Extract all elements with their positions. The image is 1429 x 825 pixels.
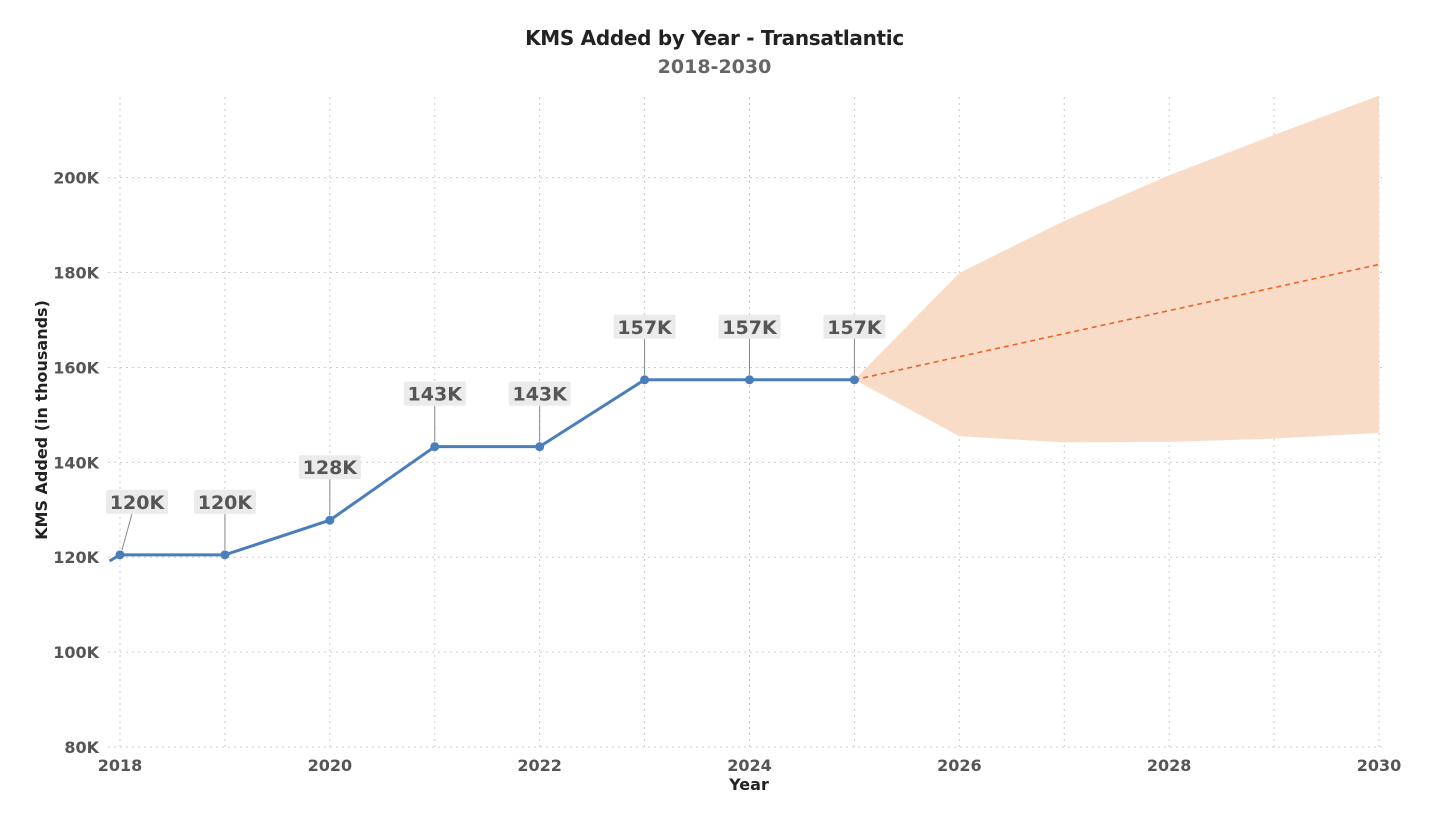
x-tick-label: 2028 bbox=[1147, 756, 1192, 775]
x-tick-label: 2030 bbox=[1357, 756, 1402, 775]
axis-layer: 80K 100K 120K 140K 160K 180K 200K 2018 2020 2022 2… bbox=[32, 169, 1401, 794]
y-tick-label: 80K bbox=[64, 738, 99, 757]
data-label: 157K bbox=[617, 317, 673, 339]
data-point bbox=[220, 550, 230, 560]
actual-series-line bbox=[108, 378, 855, 563]
y-tick-label: 100K bbox=[53, 643, 99, 662]
data-label: 143K bbox=[408, 384, 464, 406]
x-tick-label: 2024 bbox=[727, 756, 772, 775]
data-point bbox=[745, 375, 754, 385]
chart-title: KMS Added by Year - Transatlantic bbox=[525, 26, 904, 50]
x-tick-label: 2020 bbox=[308, 756, 353, 775]
data-label-box bbox=[106, 489, 168, 514]
data-point bbox=[849, 375, 859, 385]
series-layer bbox=[108, 263, 1380, 563]
data-label: 128K bbox=[303, 457, 359, 479]
data-point bbox=[640, 375, 650, 385]
data-label: 143K bbox=[512, 384, 568, 406]
data-label-box bbox=[508, 381, 571, 406]
forecast-confidence-band bbox=[854, 95, 1379, 443]
x-axis-title: Year bbox=[728, 775, 769, 794]
data-label: 120K bbox=[110, 492, 166, 514]
data-label-box bbox=[403, 381, 466, 406]
y-tick-label: 180K bbox=[53, 264, 99, 283]
data-label-leader bbox=[121, 513, 133, 550]
data-point bbox=[535, 442, 545, 452]
y-tick-label: 200K bbox=[53, 169, 99, 188]
data-label-layer: 120K 120K 128K 143K 143K 157K 157K 157K bbox=[106, 314, 886, 550]
grid-layer bbox=[108, 97, 1385, 748]
data-label: 120K bbox=[198, 492, 254, 514]
data-label: 157K bbox=[722, 317, 778, 339]
x-tick-label: 2026 bbox=[937, 756, 982, 775]
data-label: 157K bbox=[827, 317, 883, 339]
confidence-band-layer bbox=[854, 95, 1379, 443]
data-point bbox=[115, 550, 125, 560]
y-tick-label: 140K bbox=[53, 453, 99, 472]
chart-subtitle: 2018-2030 bbox=[657, 56, 772, 78]
data-point bbox=[430, 442, 440, 452]
y-tick-label: 120K bbox=[53, 548, 99, 567]
data-label-box bbox=[298, 455, 361, 480]
data-label-box bbox=[613, 314, 676, 339]
x-tick-label: 2018 bbox=[98, 756, 143, 775]
data-label-box bbox=[718, 314, 781, 339]
data-label-box bbox=[193, 489, 256, 514]
y-tick-label: 160K bbox=[53, 358, 99, 377]
data-label-box bbox=[823, 314, 886, 339]
data-point bbox=[325, 515, 335, 525]
x-tick-label: 2022 bbox=[517, 756, 562, 775]
y-axis-title: KMS Added (in thousands) bbox=[32, 300, 51, 540]
